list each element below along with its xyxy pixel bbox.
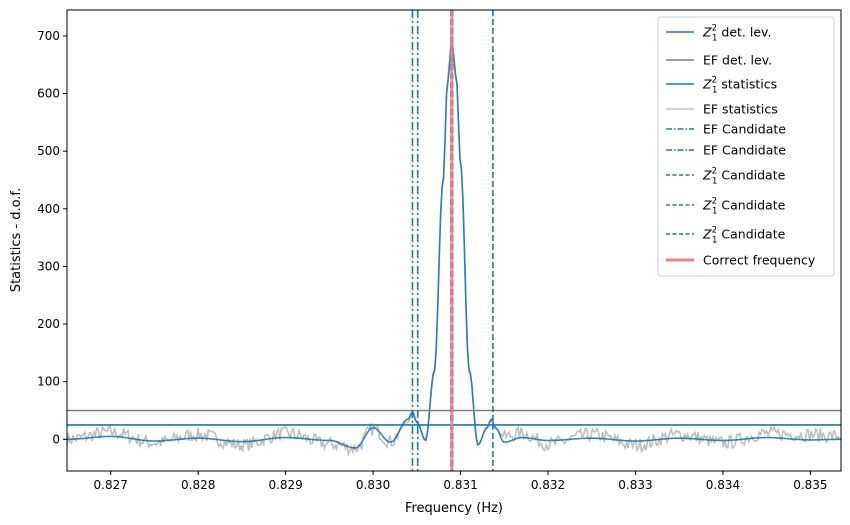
legend-label: EF det. lev.	[703, 53, 772, 68]
z-statistics-line	[67, 42, 841, 449]
y-tick-label: 200	[37, 317, 60, 331]
legend-label: Z2 1 statistics	[702, 76, 777, 96]
x-axis-label: Frequency (Hz)	[405, 501, 503, 516]
plot-frame	[66, 9, 842, 472]
y-tick-label: 300	[37, 259, 60, 273]
legend-label: EF Candidate	[703, 122, 786, 137]
legend-label: Z2 1 Candidate	[702, 226, 786, 246]
y-tick-label: 400	[37, 202, 60, 216]
plot-series-layer	[67, 10, 841, 471]
legend-label: Z2 1 Candidate	[702, 167, 786, 187]
x-tick-label: 0.829	[268, 478, 302, 492]
x-tick-label: 0.828	[181, 478, 215, 492]
x-tick-label: 0.830	[356, 478, 390, 492]
legend: Z2 1 det. lev. EF det. lev. Z2 1 statistics E…	[657, 16, 835, 277]
legend-label: Z2 1 det. lev.	[702, 24, 771, 44]
y-tick-label: 100	[37, 375, 60, 389]
y-tick-label: 600	[37, 87, 60, 101]
x-tick-label: 0.827	[94, 478, 128, 492]
x-axis-ticks: 0.827 0.828 0.829 0.830 0.831 0.832 0.833 0.834…	[94, 471, 828, 492]
legend-box	[657, 16, 835, 277]
y-axis-label: Statistics - d.o.f.	[9, 188, 24, 292]
x-tick-label: 0.832	[531, 478, 565, 492]
y-tick-label: 500	[37, 144, 60, 158]
x-tick-label: 0.834	[706, 478, 740, 492]
x-tick-label: 0.833	[618, 478, 652, 492]
legend-label: Z2 1 Candidate	[702, 197, 786, 217]
y-axis-ticks: 0 100 200 300 400 500 600 700	[37, 29, 67, 446]
y-tick-label: 700	[37, 29, 60, 43]
y-tick-label: 0	[52, 432, 60, 446]
legend-label: EF statistics	[703, 102, 778, 117]
legend-label: Correct frequency	[703, 253, 816, 268]
legend-label: EF Candidate	[703, 143, 786, 158]
x-tick-label: 0.831	[443, 478, 477, 492]
x-tick-label: 0.835	[793, 478, 827, 492]
